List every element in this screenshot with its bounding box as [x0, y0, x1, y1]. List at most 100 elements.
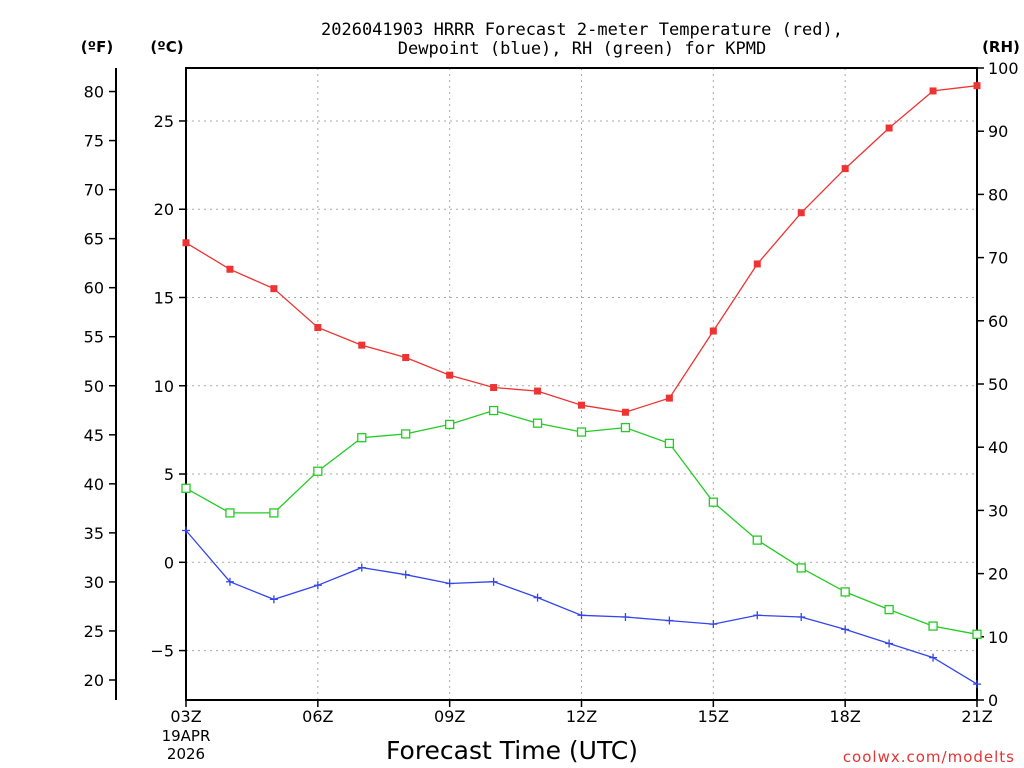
rh-tick-label: 100	[988, 59, 1019, 78]
rh-tick-label: 40	[988, 438, 1008, 457]
celsius-tick-label: −5	[150, 642, 174, 661]
celsius-axis-unit: (ºC)	[150, 38, 183, 56]
rh-point	[576, 427, 587, 437]
rh-point	[928, 621, 938, 631]
rh-point	[840, 587, 850, 597]
dewpoint-point	[533, 593, 542, 602]
temperature-point	[226, 265, 234, 273]
rh-point	[532, 418, 543, 428]
rh-tick-label: 80	[988, 185, 1008, 204]
temperature-point	[534, 387, 542, 395]
celsius-tick-label: 10	[154, 377, 174, 396]
dewpoint-point	[313, 581, 322, 590]
fahrenheit-tick-label: 20	[84, 671, 104, 690]
rh-point	[488, 405, 499, 416]
temperature-point	[973, 82, 981, 90]
rh-point	[972, 629, 982, 639]
x-tick-label: 06Z	[302, 707, 333, 726]
fahrenheit-tick-label: 60	[84, 279, 104, 298]
temperature-point	[841, 165, 849, 173]
x-tick-label: 03Z	[170, 707, 201, 726]
fahrenheit-tick-label: 30	[84, 573, 104, 592]
dewpoint-point	[665, 616, 674, 625]
celsius-tick-label: 25	[154, 112, 174, 131]
dewpoint-point	[577, 611, 586, 620]
temperature-point	[621, 408, 629, 416]
celsius-tick-label: 15	[154, 288, 174, 307]
temperature-point	[885, 124, 893, 132]
fahrenheit-tick-label: 35	[84, 524, 104, 543]
temperature-point	[270, 285, 278, 293]
temperature-point	[929, 87, 937, 95]
temperature-point	[709, 327, 717, 335]
dewpoint-point	[753, 611, 762, 620]
rh-tick-label: 90	[988, 122, 1008, 141]
fahrenheit-tick-label: 50	[84, 377, 104, 396]
dewpoint-point	[357, 563, 366, 572]
x-tick-label: 18Z	[830, 707, 861, 726]
temperature-point	[182, 239, 190, 247]
dewpoint-point	[709, 620, 718, 629]
rh-point	[796, 563, 806, 573]
chart-title-line2: Dewpoint (blue), RH (green) for KPMD	[398, 39, 766, 59]
rh-point	[664, 438, 675, 449]
rh-tick-label: 60	[988, 312, 1008, 331]
date-label-year: 2026	[167, 745, 205, 763]
rh-point	[181, 483, 191, 493]
x-tick-label: 09Z	[434, 707, 465, 726]
dewpoint-point	[841, 625, 850, 634]
rh-axis-unit: (RH)	[982, 38, 1020, 56]
dewpoint-point	[182, 526, 190, 535]
temperature-point	[314, 324, 322, 332]
fahrenheit-tick-label: 40	[84, 475, 104, 494]
temperature-point	[402, 354, 410, 362]
rh-point	[708, 497, 718, 507]
dewpoint-point	[445, 579, 454, 588]
fahrenheit-tick-label: 65	[84, 230, 104, 249]
rh-point	[445, 419, 455, 430]
dewpoint-point	[621, 613, 630, 622]
dewpoint-point	[973, 680, 981, 689]
fahrenheit-tick-label: 70	[84, 181, 104, 200]
dewpoint-point	[929, 653, 938, 662]
axes: 20 25 30 35 40 45 50 55 60 65 70 75 80 −5 0 5 10 15 20 25 0 1…	[84, 59, 1019, 726]
dewpoint-point	[401, 570, 410, 579]
rh-tick-label: 70	[988, 249, 1008, 268]
dewpoint-point	[225, 577, 234, 586]
fahrenheit-tick-label: 25	[84, 622, 104, 641]
fahrenheit-tick-label: 55	[84, 328, 104, 347]
x-tick-label: 12Z	[566, 707, 597, 726]
temperature-point	[797, 209, 805, 217]
temperature-point	[578, 401, 585, 409]
rh-tick-label: 30	[988, 501, 1008, 520]
series-layer	[181, 82, 982, 689]
dewpoint-point	[797, 613, 806, 622]
x-axis-label: Forecast Time (UTC)	[386, 736, 638, 765]
celsius-tick-label: 0	[164, 553, 174, 572]
dewpoint-point	[489, 577, 498, 586]
temperature-point	[446, 371, 454, 379]
temperature-point	[753, 260, 761, 268]
rh-tick-label: 20	[988, 565, 1008, 584]
x-tick-label: 15Z	[698, 707, 729, 726]
celsius-tick-label: 5	[164, 465, 174, 484]
fahrenheit-tick-label: 45	[84, 426, 104, 445]
date-label-day: 19APR	[162, 727, 211, 745]
rh-point	[269, 508, 279, 518]
credit-label: coolwx.com/modelts	[843, 748, 1015, 766]
rh-point	[620, 422, 631, 433]
dewpoint-point	[885, 639, 894, 648]
rh-point	[313, 466, 323, 476]
rh-tick-label: 10	[988, 628, 1008, 647]
fahrenheit-axis-unit: (ºF)	[81, 38, 113, 56]
rh-point	[884, 604, 894, 615]
temperature-point	[358, 341, 366, 349]
rh-point	[401, 429, 411, 439]
fahrenheit-tick-label: 75	[84, 132, 104, 151]
rh-point	[357, 433, 367, 443]
temperature-point	[665, 394, 673, 402]
rh-point	[752, 535, 762, 545]
rh-tick-label: 50	[988, 375, 1008, 394]
dewpoint-point	[269, 595, 278, 604]
